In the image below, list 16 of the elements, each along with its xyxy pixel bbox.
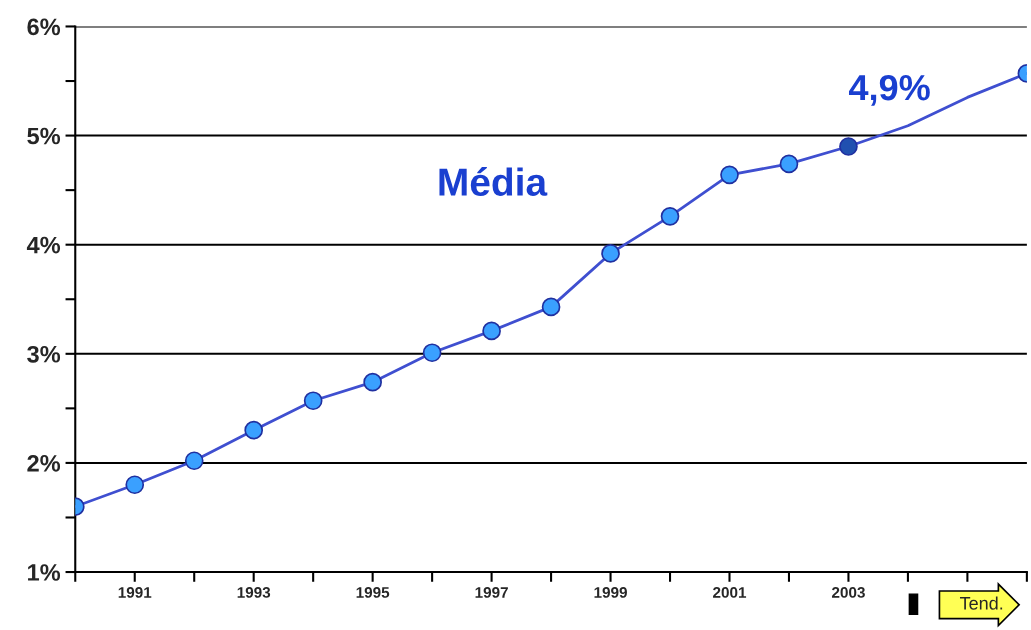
x-tick-label: 1995 [356, 587, 390, 598]
y-tick-label: 4% [26, 236, 61, 254]
y-tick-label: 3% [27, 345, 61, 363]
x-tick-label: 1993 [237, 587, 271, 598]
x-tick-label: 2001 [713, 587, 747, 598]
x-tick-label: 1991 [118, 587, 152, 598]
y-tick-label: 6% [27, 18, 61, 36]
annotation: Média [439, 167, 548, 196]
y-tick-label: 5% [27, 127, 61, 145]
y-tick-label: 1% [28, 564, 61, 581]
x-tick-label: 1997 [475, 587, 508, 598]
x-tick-label: 2003 [831, 587, 865, 598]
annotation: 4,9% [849, 74, 930, 106]
y-tick-label: 2% [27, 454, 61, 472]
x-tick-label: 1999 [594, 587, 627, 598]
text: Tend. [959, 596, 1003, 610]
